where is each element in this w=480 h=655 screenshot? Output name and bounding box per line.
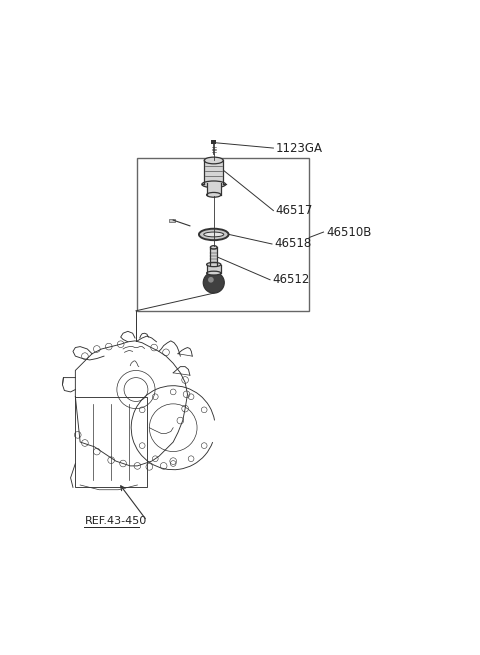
- Bar: [210, 248, 217, 265]
- Circle shape: [203, 272, 224, 293]
- Text: 46517: 46517: [276, 204, 313, 217]
- Ellipse shape: [209, 160, 218, 162]
- Bar: [137, 158, 309, 310]
- Ellipse shape: [210, 246, 217, 249]
- Bar: [211, 140, 216, 144]
- Text: 46518: 46518: [275, 238, 312, 250]
- Bar: [206, 183, 221, 195]
- Ellipse shape: [202, 181, 226, 188]
- Text: REF.43-450: REF.43-450: [85, 515, 147, 526]
- Bar: [206, 265, 221, 273]
- Bar: [169, 219, 175, 222]
- Bar: [204, 160, 223, 184]
- Ellipse shape: [204, 232, 224, 237]
- Ellipse shape: [206, 193, 221, 197]
- Circle shape: [208, 277, 214, 283]
- Text: 46510B: 46510B: [326, 225, 371, 238]
- Ellipse shape: [206, 159, 221, 164]
- Ellipse shape: [206, 263, 221, 267]
- Bar: [75, 397, 147, 487]
- Text: 1123GA: 1123GA: [276, 141, 323, 155]
- Ellipse shape: [199, 229, 228, 240]
- Ellipse shape: [206, 271, 221, 275]
- Ellipse shape: [204, 157, 223, 164]
- Text: 46512: 46512: [273, 273, 310, 286]
